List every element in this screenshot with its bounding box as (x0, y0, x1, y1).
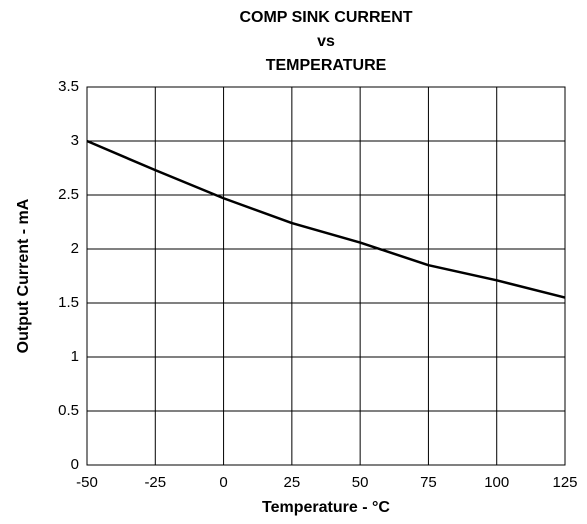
x-tick-label: -50 (76, 474, 98, 491)
y-tick-label: 1 (71, 348, 79, 365)
x-tick-label: 50 (352, 474, 369, 491)
chart-title: COMP SINK CURRENT (239, 9, 412, 26)
y-tick-label: 0 (71, 456, 79, 473)
x-tick-label: 75 (420, 474, 437, 491)
data-line (86, 139, 566, 299)
chart-title: vs (317, 33, 335, 50)
x-tick-label: 100 (484, 474, 509, 491)
y-tick-label: 2.5 (58, 186, 79, 203)
chart-title: TEMPERATURE (266, 57, 387, 74)
x-tick-label: 125 (552, 474, 577, 491)
y-tick-label: 3.5 (58, 78, 79, 95)
y-axis-label: Output Current - mA (15, 198, 32, 353)
plot-frame (86, 86, 566, 466)
y-tick-label: 0.5 (58, 402, 79, 419)
y-tick-label: 3 (71, 132, 79, 149)
x-tick-label: 25 (284, 474, 301, 491)
y-tick-label: 2 (71, 240, 79, 257)
x-tick-label: -25 (144, 474, 166, 491)
y-tick-label: 1.5 (58, 294, 79, 311)
x-axis-label: Temperature - °C (262, 499, 390, 516)
x-tick-label: 0 (219, 474, 227, 491)
